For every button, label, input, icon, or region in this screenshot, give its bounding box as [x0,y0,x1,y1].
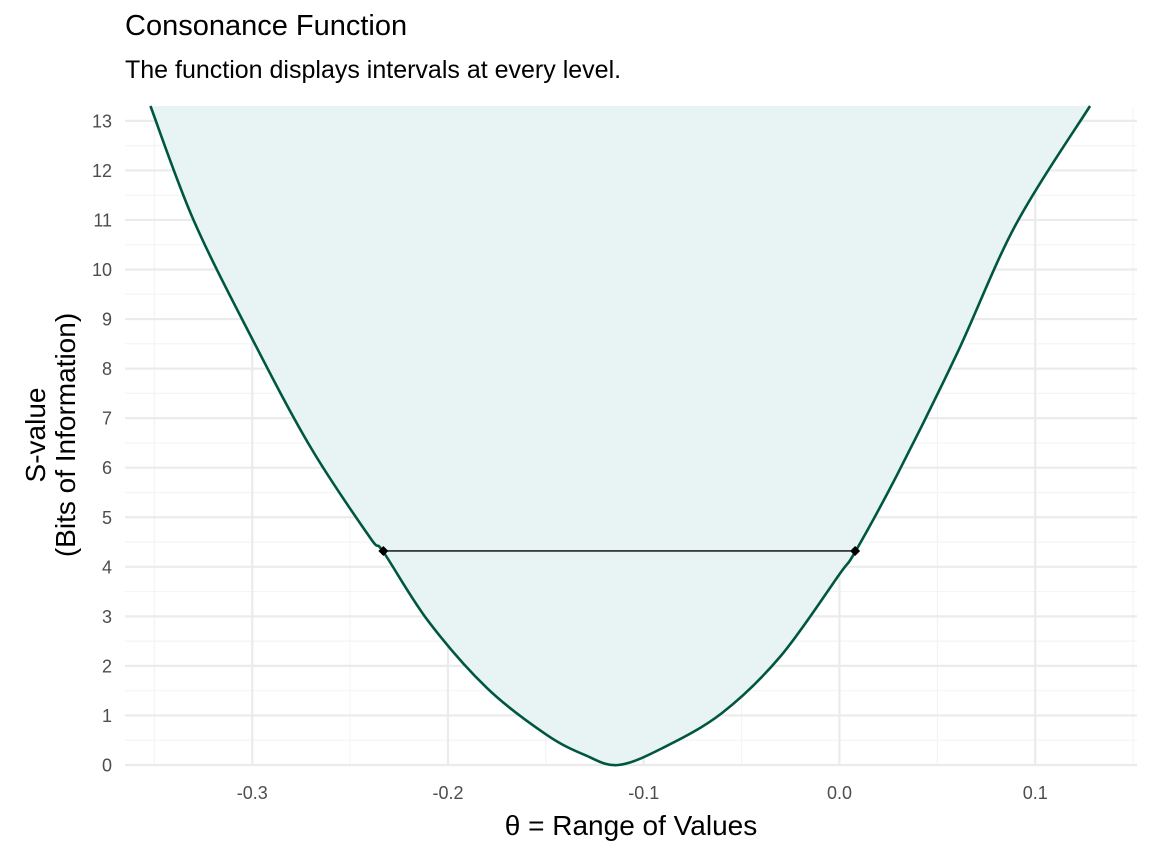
y-tick-label: 8 [102,359,112,379]
interval-upper-point [850,545,861,556]
y-tick-label: 5 [102,508,112,528]
x-tick-label: -0.3 [237,783,268,803]
interval-lower-point [378,545,389,556]
y-axis-title: S-value (Bits of Information) [20,313,81,557]
x-tick-label: -0.2 [432,783,463,803]
chart-subtitle: The function displays intervals at every… [125,56,622,84]
y-tick-label: 11 [93,210,112,230]
y-axis-title-line2: (Bits of Information) [50,313,81,557]
y-tick-label: 2 [102,656,112,676]
chart-title: Consonance Function [125,10,408,42]
y-tick-label: 9 [102,310,112,330]
y-tick-label: 10 [92,260,112,280]
y-tick-label: 12 [92,161,112,181]
y-tick-label: 4 [102,557,112,577]
x-axis-ticks: -0.3 -0.2 -0.1 0.0 0.1 [237,783,1048,803]
y-tick-label: 7 [102,409,112,429]
y-tick-label: 13 [92,111,112,131]
y-tick-label: 3 [102,607,112,627]
consonance-curve [149,105,1092,767]
confidence-area [150,106,1091,766]
x-axis-title: θ = Range of Values [505,810,757,841]
y-tick-label: 6 [102,458,112,478]
y-axis-title-line1: S-value [20,388,51,483]
y-tick-label: 1 [102,706,112,726]
x-tick-label: -0.1 [628,783,659,803]
x-tick-label: 0.1 [1023,783,1048,803]
x-tick-label: 0.0 [827,783,852,803]
y-tick-label: 0 [102,756,112,776]
